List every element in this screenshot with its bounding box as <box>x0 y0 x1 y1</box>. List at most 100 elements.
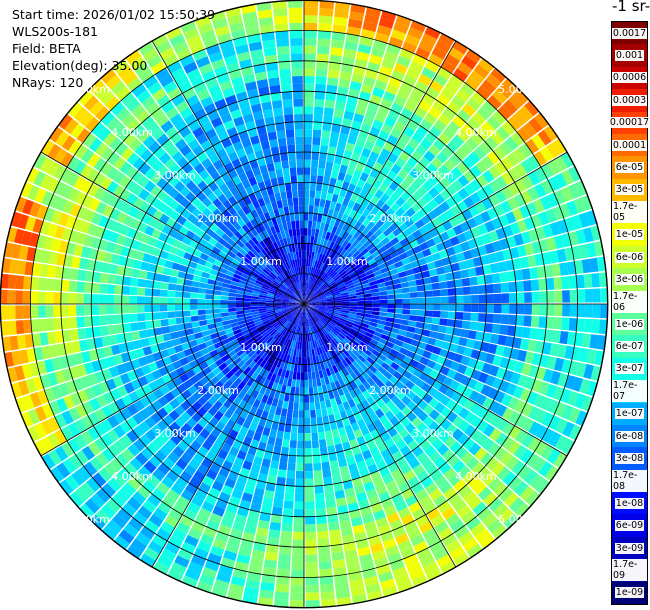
beta-gate <box>494 250 505 262</box>
beta-gate <box>349 11 365 22</box>
beta-gate <box>382 473 394 485</box>
beta-gate <box>470 294 479 304</box>
beta-gate <box>347 332 355 340</box>
beta-gate <box>329 54 342 64</box>
beta-gate <box>346 26 362 37</box>
beta-gate <box>477 284 487 294</box>
beta-gate <box>482 397 494 410</box>
beta-gate <box>477 351 488 362</box>
beta-gate <box>429 540 445 554</box>
beta-gate <box>263 451 273 461</box>
beta-gate <box>30 291 39 304</box>
beta-gate <box>546 356 557 370</box>
beta-gate <box>454 279 463 288</box>
beta-gate <box>264 353 271 362</box>
beta-gate <box>329 283 337 289</box>
beta-gate <box>298 190 304 198</box>
beta-gate <box>212 299 221 304</box>
beta-gate <box>325 92 337 102</box>
beta-gate <box>288 15 303 24</box>
beta-gate <box>311 302 320 304</box>
beta-gate <box>310 306 319 311</box>
beta-gate <box>53 279 63 292</box>
beta-gate <box>338 378 346 388</box>
beta-gate <box>389 559 405 571</box>
beta-gate <box>366 202 375 212</box>
beta-gate <box>536 265 546 279</box>
beta-gate <box>434 339 444 348</box>
beta-gate <box>360 425 370 436</box>
beta-gate <box>157 554 173 569</box>
beta-gate <box>273 366 280 375</box>
beta-gate <box>321 284 329 291</box>
beta-gate <box>446 350 456 361</box>
beta-gate <box>314 314 321 321</box>
beta-gate <box>417 257 427 266</box>
beta-gate <box>398 481 411 494</box>
beta-gate <box>175 521 191 535</box>
beta-gate <box>515 280 525 292</box>
beta-gate <box>207 552 222 565</box>
beta-gate <box>396 247 406 256</box>
beta-gate <box>304 15 318 24</box>
beta-gate <box>99 272 109 284</box>
beta-gate <box>305 531 317 540</box>
colorbar-tick-label: 1.7e-07 <box>612 380 647 403</box>
beta-gate <box>417 73 433 87</box>
beta-gate <box>574 332 584 347</box>
beta-gate <box>345 142 355 152</box>
beta-gate <box>252 431 262 442</box>
beta-gate <box>348 292 357 297</box>
beta-gate <box>524 100 540 117</box>
beta-gate <box>342 231 350 241</box>
beta-gate <box>38 277 47 291</box>
beta-gate <box>554 290 563 303</box>
beta-gate <box>360 123 372 134</box>
beta-gate <box>526 391 539 405</box>
beta-gate <box>350 273 359 280</box>
beta-gate <box>304 83 315 92</box>
beta-gate <box>377 282 386 288</box>
range-ring-label: 1.00km <box>240 255 282 268</box>
beta-gate <box>559 262 569 276</box>
beta-gate <box>470 285 479 295</box>
beta-gate <box>338 361 346 370</box>
beta-gate <box>327 224 334 233</box>
beta-gate <box>318 295 326 300</box>
beta-gate <box>359 36 374 47</box>
beta-gate <box>296 167 304 175</box>
beta-gate <box>304 319 307 327</box>
beta-gate <box>296 455 304 464</box>
beta-gate <box>466 456 480 470</box>
beta-gate <box>357 344 366 352</box>
beta-gate <box>298 318 301 327</box>
beta-gate <box>343 173 353 184</box>
beta-gate <box>571 376 583 392</box>
beta-gate <box>551 330 561 344</box>
beta-gate <box>398 329 407 337</box>
beta-gate <box>535 478 550 495</box>
beta-gate <box>370 338 379 346</box>
beta-gate <box>356 294 365 299</box>
beta-gate <box>415 347 425 356</box>
beta-gate <box>378 315 387 321</box>
beta-gate <box>322 415 330 425</box>
beta-gate <box>371 250 381 259</box>
beta-gate <box>129 313 138 323</box>
beta-gate <box>390 29 407 41</box>
beta-gate <box>499 324 509 336</box>
beta-gate <box>393 95 407 108</box>
beta-gate <box>345 320 354 326</box>
beta-gate <box>407 138 420 150</box>
beta-gate <box>333 186 341 196</box>
beta-gate <box>506 235 517 248</box>
beta-gate <box>414 219 425 229</box>
beta-gate <box>258 596 274 607</box>
beta-gate <box>68 317 78 329</box>
beta-gate <box>295 136 304 145</box>
beta-gate <box>190 292 199 299</box>
beta-gate <box>407 527 422 540</box>
beta-gate <box>406 274 416 282</box>
beta-gate <box>371 383 381 393</box>
beta-gate <box>91 293 100 304</box>
